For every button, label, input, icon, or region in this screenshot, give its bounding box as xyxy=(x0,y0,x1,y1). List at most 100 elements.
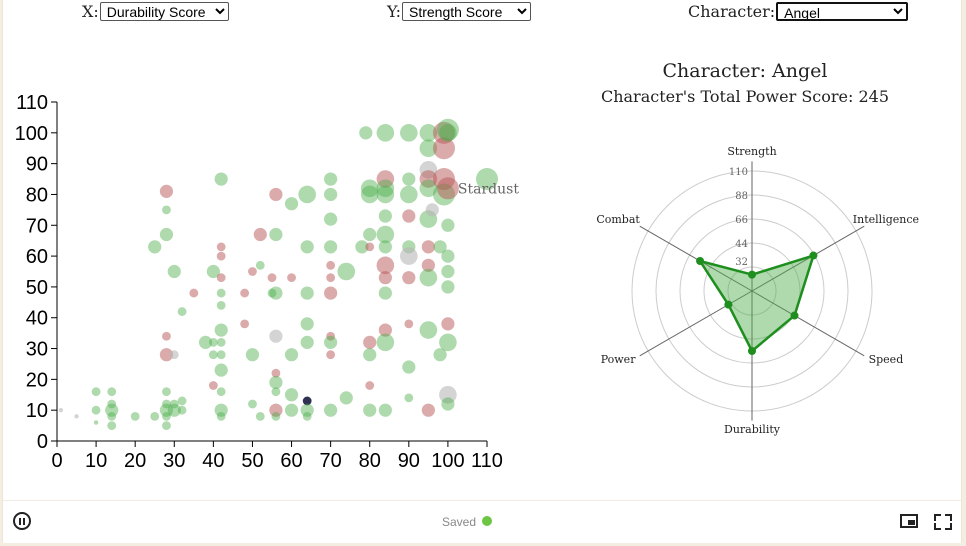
scatter-point[interactable] xyxy=(302,411,312,421)
radar-value-point[interactable] xyxy=(809,251,818,260)
scatter-point[interactable] xyxy=(162,399,171,409)
scatter-point[interactable] xyxy=(359,126,373,140)
radar-value-point[interactable] xyxy=(748,347,756,355)
scatter-point[interactable] xyxy=(271,368,281,378)
scatter-point[interactable] xyxy=(107,411,117,421)
radar-value-point[interactable] xyxy=(748,270,756,279)
scatter-point[interactable] xyxy=(337,262,356,281)
scatter-point[interactable] xyxy=(378,271,392,285)
scatter-point[interactable] xyxy=(216,337,226,347)
scatter-point[interactable] xyxy=(476,168,498,191)
scatter-point[interactable] xyxy=(216,273,226,283)
scatter-point[interactable] xyxy=(253,227,267,242)
scatter-point[interactable] xyxy=(107,421,117,430)
scatter-point[interactable] xyxy=(162,331,171,341)
scatter-point[interactable] xyxy=(214,363,228,377)
scatter-point[interactable] xyxy=(208,350,218,360)
scatter-point[interactable] xyxy=(433,348,447,362)
scatter-point[interactable] xyxy=(378,403,392,417)
scatter-point[interactable] xyxy=(376,185,395,204)
scatter-point[interactable] xyxy=(300,335,314,349)
scatter-point[interactable] xyxy=(326,273,336,283)
scatter-point[interactable] xyxy=(324,212,338,226)
scatter-point[interactable] xyxy=(177,405,187,415)
scatter-point[interactable] xyxy=(58,407,64,413)
scatter-point[interactable] xyxy=(376,124,395,142)
scatter-point[interactable] xyxy=(240,319,250,329)
scatter-point[interactable] xyxy=(360,185,379,204)
scatter-point[interactable] xyxy=(93,420,99,425)
scatter-point[interactable] xyxy=(214,172,228,186)
scatter-point[interactable] xyxy=(441,249,455,263)
scatter-point[interactable] xyxy=(419,321,438,339)
scatter-point[interactable] xyxy=(404,319,414,329)
scatter-point[interactable] xyxy=(198,335,213,349)
scatter-point[interactable] xyxy=(208,381,218,390)
scatter-point[interactable] xyxy=(300,286,314,300)
scatter-point[interactable] xyxy=(339,391,353,405)
scatter-point[interactable] xyxy=(378,286,392,300)
scatter-point[interactable] xyxy=(269,286,283,300)
scatter-point[interactable] xyxy=(240,288,250,298)
scatter-point[interactable] xyxy=(159,348,174,362)
scatter-point[interactable] xyxy=(441,264,455,279)
scatter-point[interactable] xyxy=(365,242,375,252)
scatter-point[interactable] xyxy=(376,170,395,188)
scatter-point[interactable] xyxy=(159,403,174,417)
scatter-point[interactable] xyxy=(363,227,377,242)
scatter-point[interactable] xyxy=(267,288,277,298)
scatter-point[interactable] xyxy=(269,403,283,417)
scatter-point[interactable] xyxy=(302,396,312,406)
scatter-point[interactable] xyxy=(300,403,314,417)
scatter-point[interactable] xyxy=(216,350,226,360)
scatter-point[interactable] xyxy=(378,240,392,254)
scatter-point[interactable] xyxy=(169,399,179,409)
scatter-point[interactable] xyxy=(216,411,226,421)
scatter-point[interactable] xyxy=(365,381,375,390)
scatter-point[interactable] xyxy=(324,172,338,186)
scatter-point[interactable] xyxy=(248,267,257,276)
scatter-point[interactable] xyxy=(148,240,162,254)
scatter-point[interactable] xyxy=(419,139,438,158)
scatter-point[interactable] xyxy=(216,387,226,397)
scatter-point[interactable] xyxy=(159,227,174,242)
scatter-point[interactable] xyxy=(378,209,392,223)
scatter-point[interactable] xyxy=(376,179,395,198)
scatter-point[interactable] xyxy=(162,411,171,421)
scatter-point[interactable] xyxy=(300,240,314,254)
scatter-point[interactable] xyxy=(74,414,79,419)
scatter-point[interactable] xyxy=(421,240,435,254)
scatter-point[interactable] xyxy=(326,350,336,360)
scatter-point[interactable] xyxy=(441,317,455,331)
scatter-point[interactable] xyxy=(298,185,316,204)
scatter-point[interactable] xyxy=(324,335,338,349)
scatter-point[interactable] xyxy=(324,403,338,417)
scatter-point[interactable] xyxy=(255,260,265,270)
scatter-point[interactable] xyxy=(404,393,414,403)
radar-value-point[interactable] xyxy=(696,257,705,265)
scatter-point[interactable] xyxy=(107,399,117,409)
radar-value-point[interactable] xyxy=(724,300,733,309)
scatter-point[interactable] xyxy=(376,225,395,244)
scatter-point[interactable] xyxy=(284,403,299,417)
scatter-point[interactable] xyxy=(169,350,179,360)
scatter-point[interactable] xyxy=(245,348,260,362)
scatter-point[interactable] xyxy=(400,124,418,142)
scatter-point[interactable] xyxy=(433,121,455,144)
scatter-point[interactable] xyxy=(208,337,218,347)
scatter-point[interactable] xyxy=(419,179,438,198)
character-select[interactable]: Angel xyxy=(776,2,909,21)
scatter-point[interactable] xyxy=(189,288,199,298)
scatter-point[interactable] xyxy=(216,251,226,261)
scatter-point[interactable] xyxy=(159,184,174,198)
scatter-point[interactable] xyxy=(400,247,418,265)
scatter-point[interactable] xyxy=(269,375,283,390)
scatter-point[interactable] xyxy=(326,331,336,341)
scatter-point[interactable] xyxy=(402,209,416,223)
scatter-point[interactable] xyxy=(216,301,226,310)
scatter-point[interactable] xyxy=(324,187,338,202)
pause-icon[interactable] xyxy=(13,512,31,530)
scatter-point[interactable] xyxy=(376,333,395,352)
scatter-point[interactable] xyxy=(402,271,416,285)
scatter-point[interactable] xyxy=(436,118,459,141)
